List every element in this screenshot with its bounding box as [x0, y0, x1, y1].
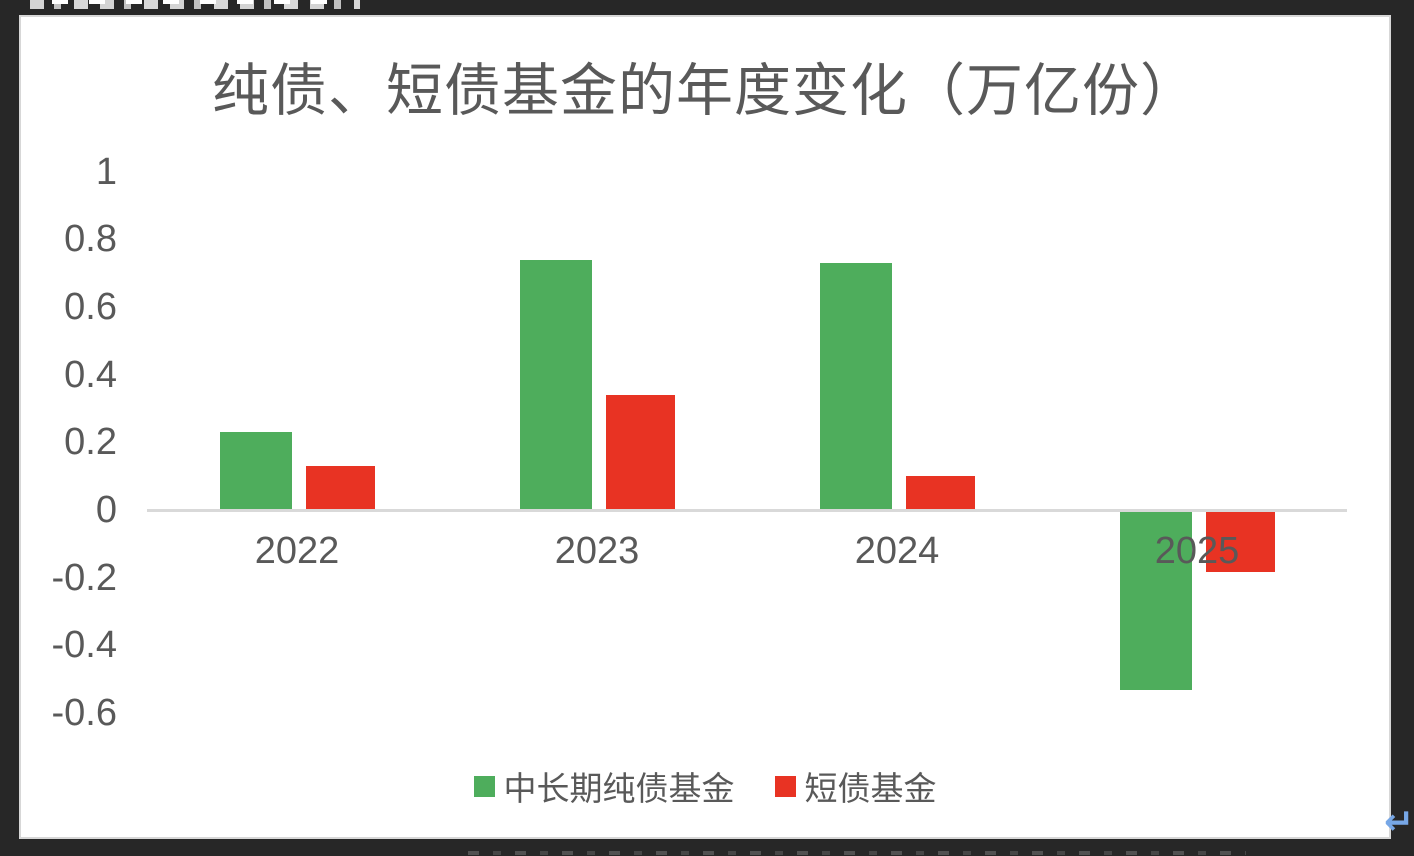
legend-swatch: [473, 775, 495, 797]
y-axis-tick-label: 0.4: [64, 353, 117, 396]
chart-panel[interactable]: [19, 15, 1391, 839]
y-axis-tick-label: 0.8: [64, 218, 117, 261]
y-axis-tick-label: 0.6: [64, 285, 117, 328]
chart-title: 纯债、短债基金的年度变化（万亿份）: [212, 59, 1198, 123]
y-axis-tick-label: 0.2: [64, 421, 117, 464]
legend-label: 中长期纯债基金: [503, 770, 735, 807]
x-axis-category-label: 2023: [554, 530, 640, 572]
y-axis-tick-label: -0.4: [51, 624, 117, 667]
clipped-text-top-fragments: [46, 0, 346, 4]
y-axis-tick-label: -0.6: [51, 692, 117, 735]
bar-s1-2023[interactable]: [520, 259, 592, 510]
bar-s1-2022[interactable]: [220, 432, 292, 510]
bar-s2-2024[interactable]: [906, 476, 975, 510]
bar-s1-2024[interactable]: [820, 262, 892, 510]
bar-s2-2022[interactable]: [306, 465, 375, 510]
legend-label: 短债基金: [804, 770, 937, 807]
y-axis-tick-label: -0.2: [51, 556, 117, 599]
legend-item-s2[interactable]: 短债基金: [774, 762, 937, 810]
x-axis-line: [147, 509, 1347, 512]
bar-s1-2025[interactable]: [1120, 511, 1192, 691]
return-arrow-icon: ↵: [1384, 801, 1414, 842]
y-axis-tick-label: 0: [95, 489, 117, 531]
clipped-text-bottom: [468, 851, 1246, 855]
chart-legend: 中长期纯债基金 短债基金: [20, 762, 1390, 810]
clipped-text-top: [30, 0, 360, 9]
legend-swatch: [774, 775, 796, 797]
y-axis-tick-label: 1: [95, 150, 117, 193]
bar-s2-2023[interactable]: [606, 394, 675, 510]
x-axis-category-label: 2025: [1154, 530, 1240, 572]
legend-item-s1[interactable]: 中长期纯债基金: [473, 762, 735, 810]
bar-s2-2025[interactable]: [1206, 511, 1275, 572]
x-axis-category-label: 2024: [854, 530, 940, 572]
x-axis-category-label: 2022: [254, 530, 340, 572]
